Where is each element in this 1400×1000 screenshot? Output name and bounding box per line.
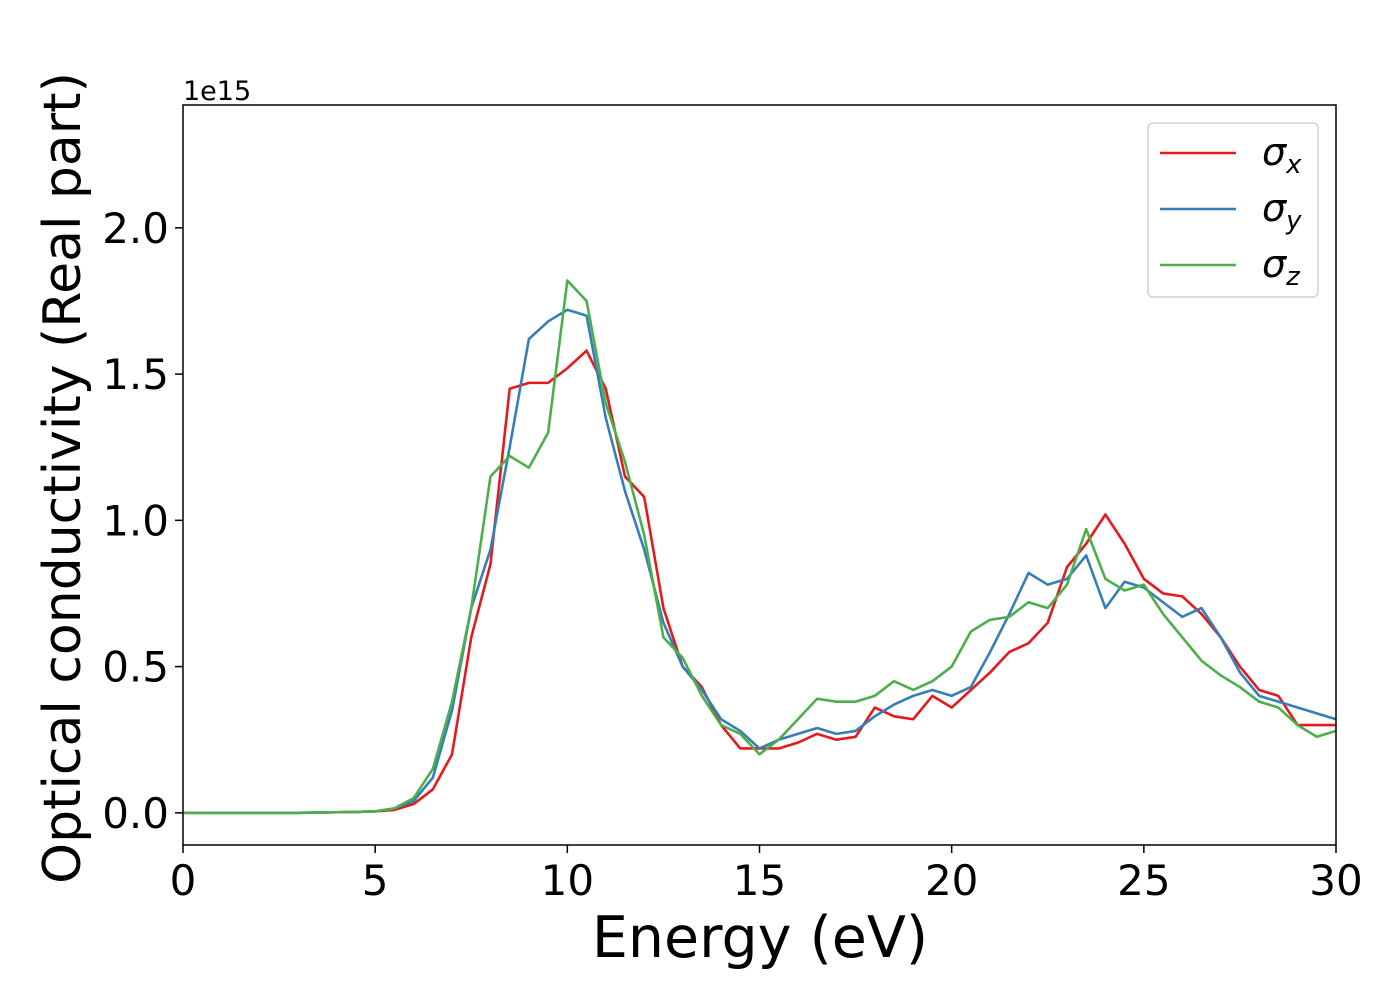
x-axis-label: Energy (eV) (592, 905, 928, 971)
y-tick-label: 1.0 (102, 496, 169, 545)
x-tick-label: 30 (1309, 856, 1362, 905)
x-tick-label: 5 (362, 856, 389, 905)
x-tick-label: 10 (541, 856, 594, 905)
y-tick-label: 0.0 (102, 789, 169, 838)
plot-frame (182, 104, 1337, 846)
y-tick-label: 2.0 (102, 204, 169, 253)
y-tick-label: 0.5 (102, 643, 169, 692)
legend-label: σx (1262, 130, 1302, 180)
y-axis-label: Optical conductivity (Real part) (33, 72, 93, 884)
y-offset: 1e15 (183, 76, 251, 107)
x-tick-label: 0 (170, 856, 197, 905)
y-tick-label: 1.5 (102, 350, 169, 399)
x-tick-label: 20 (925, 856, 978, 905)
legend-label: σz (1262, 242, 1301, 292)
series-line (183, 279, 1336, 815)
x-tick-label: 25 (1117, 856, 1170, 905)
legend-label: σy (1262, 186, 1302, 236)
x-tick-label: 15 (733, 856, 786, 905)
